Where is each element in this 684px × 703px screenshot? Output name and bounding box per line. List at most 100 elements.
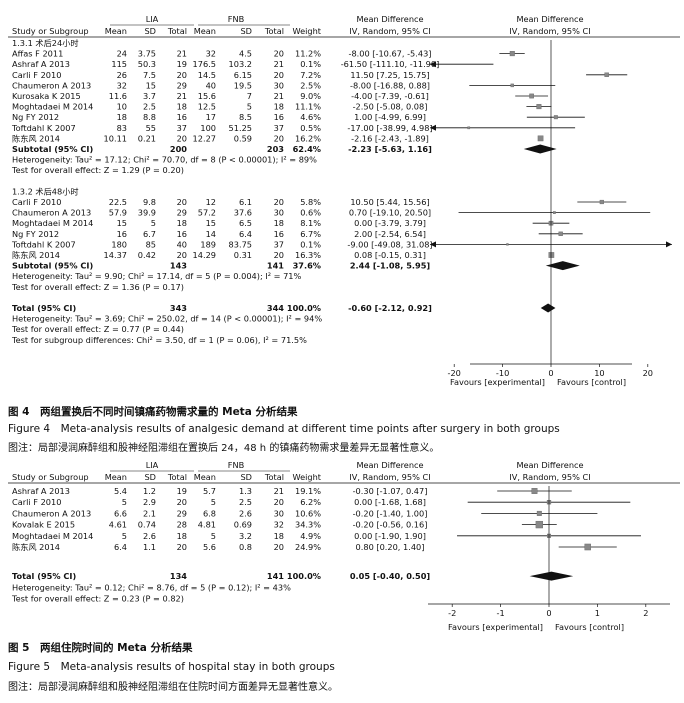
g2-mean: 14.29: [193, 250, 216, 260]
g2-sd: 0.69: [234, 520, 252, 530]
effect-square: [604, 72, 609, 78]
g2-mean: 15: [206, 218, 216, 228]
mean-difference-ci: -2.23 [-5.63, 1.16]: [348, 144, 432, 154]
favours-control-label: Favours [control]: [557, 377, 626, 387]
effect-square: [558, 231, 563, 236]
study-name: 陈东风 2014: [12, 542, 60, 552]
g1-sd: 2.9: [143, 497, 156, 507]
ci-arrow-right: [666, 241, 672, 248]
g1-total: 20: [177, 497, 187, 507]
g1-sd: 8.8: [143, 112, 156, 122]
study-weight: 16.3%: [295, 250, 321, 260]
favours-experimental-label: Favours [experimental]: [450, 377, 545, 387]
g2-total: 20: [274, 49, 284, 59]
g1-total: 20: [177, 70, 187, 80]
study-weight: 6.2%: [300, 497, 321, 507]
g1-mean: 5.4: [114, 486, 127, 496]
mean-difference-ci: -0.20 [-0.56, 0.16]: [353, 520, 428, 530]
g1-sd: 1.2: [143, 486, 156, 496]
plot-method-header: IV, Random, 95% CI: [509, 26, 590, 36]
g2-total: 30: [274, 80, 284, 90]
study-weight: 100.0%: [287, 303, 321, 313]
study-weight: 9.0%: [300, 91, 321, 101]
g2-sd: 19.5: [234, 80, 252, 90]
g2-sd: 0.8: [239, 542, 252, 552]
g2-mean: 5.7: [203, 486, 216, 496]
effect-square: [536, 510, 542, 516]
g2-total: 37: [274, 123, 284, 133]
study-weight: 16.2%: [295, 133, 321, 143]
study-name: Subtotal (95% CI): [12, 261, 93, 271]
effect-square: [537, 135, 544, 142]
pooled-diamond: [540, 303, 556, 313]
mean-difference-ci: 2.44 [-1.08, 5.95]: [350, 261, 431, 271]
g1-sd: 7.5: [143, 70, 156, 80]
g1-total: 40: [177, 239, 187, 249]
g1-mean: 5: [122, 531, 127, 541]
g1-total: 37: [177, 123, 187, 133]
forest-plot-figure-4: LIA FNB Mean Difference Mean Difference Stud…: [8, 14, 680, 387]
g2-total: 344: [267, 303, 284, 313]
g2-total: 21: [274, 59, 284, 69]
effect-square: [531, 488, 538, 494]
g1-total: 143: [170, 261, 187, 271]
study-name: Subtotal (95% CI): [12, 144, 93, 154]
g1-sd: 0.21: [138, 133, 156, 143]
g2-total: 20: [274, 133, 284, 143]
g1-mean: 26: [117, 70, 127, 80]
figure-4-caption-cn: 图 4 两组置换后不同时间镇痛药物需求量的 Meta 分析结果: [8, 406, 298, 418]
study-weight: 10.6%: [295, 508, 321, 518]
study-weight: 19.1%: [295, 486, 321, 496]
g2-mean: 6.8: [203, 508, 216, 518]
effect-square: [467, 126, 471, 130]
subgroup-heterogeneity: Heterogeneity: Tau² = 9.90; Chi² = 17.14…: [12, 271, 301, 281]
study-name: Carli F 2010: [12, 197, 61, 207]
g1-total: 134: [170, 571, 187, 581]
g1-total: 18: [177, 102, 187, 112]
g1-mean: 115: [111, 59, 127, 69]
effect-square: [506, 243, 509, 246]
figure-4-caption-note: 图注：局部浸润麻醉组和股神经阻滞组在置换后 24，48 h 的镇痛药物需求量差异…: [8, 443, 440, 454]
x-tick-label: 10: [594, 368, 604, 378]
study-weight: 8.1%: [300, 218, 321, 228]
study-weight: 11.1%: [295, 102, 321, 112]
g1-total: 19: [177, 59, 187, 69]
mean-difference-ci: 2.00 [-2.54, 6.54]: [354, 229, 426, 239]
g2-total: 18: [274, 102, 284, 112]
g2-total: 30: [274, 508, 284, 518]
g1-total: 29: [177, 508, 187, 518]
ci-arrow-left: [430, 124, 436, 131]
g1-mean: 5: [122, 497, 127, 507]
g1-total: 200: [170, 144, 187, 154]
g1-mean-header: Mean: [105, 472, 127, 482]
g2-sd: 3.2: [239, 531, 252, 541]
g2-total: 203: [267, 144, 284, 154]
study-name: Chaumeron A 2013: [12, 80, 91, 90]
x-tick-label: 0: [548, 368, 553, 378]
study-weight: 100.0%: [287, 571, 321, 581]
g2-total: 20: [274, 497, 284, 507]
g1-sd: 50.3: [138, 59, 156, 69]
mean-difference-ci: 0.00 [-1.90, 1.90]: [354, 531, 426, 541]
g1-mean: 24: [117, 49, 127, 59]
x-tick-label: 0: [546, 608, 551, 618]
g2-mean: 176.5: [193, 59, 216, 69]
g1-mean: 15: [117, 218, 127, 228]
g1-total: 19: [177, 486, 187, 496]
study-weight: 0.5%: [300, 123, 321, 133]
g2-total: 141: [267, 261, 284, 271]
g2-total: 20: [274, 542, 284, 552]
mean-difference-ci: -8.00 [-16.88, 0.88]: [350, 80, 430, 90]
g1-total: 18: [177, 531, 187, 541]
g2-mean: 4.81: [198, 520, 216, 530]
effect-square: [553, 211, 556, 214]
mean-difference-ci: 0.00 [-1.68, 1.68]: [354, 497, 426, 507]
g2-sd: 8.5: [239, 112, 252, 122]
g1-total: 343: [170, 303, 187, 313]
g2-sd-header: SD: [240, 26, 252, 36]
study-name: Ng FY 2012: [12, 112, 59, 122]
g1-total: 20: [177, 197, 187, 207]
g2-total: 18: [274, 531, 284, 541]
total-heterogeneity: Heterogeneity: Tau² = 3.69; Chi² = 250.0…: [12, 314, 322, 324]
